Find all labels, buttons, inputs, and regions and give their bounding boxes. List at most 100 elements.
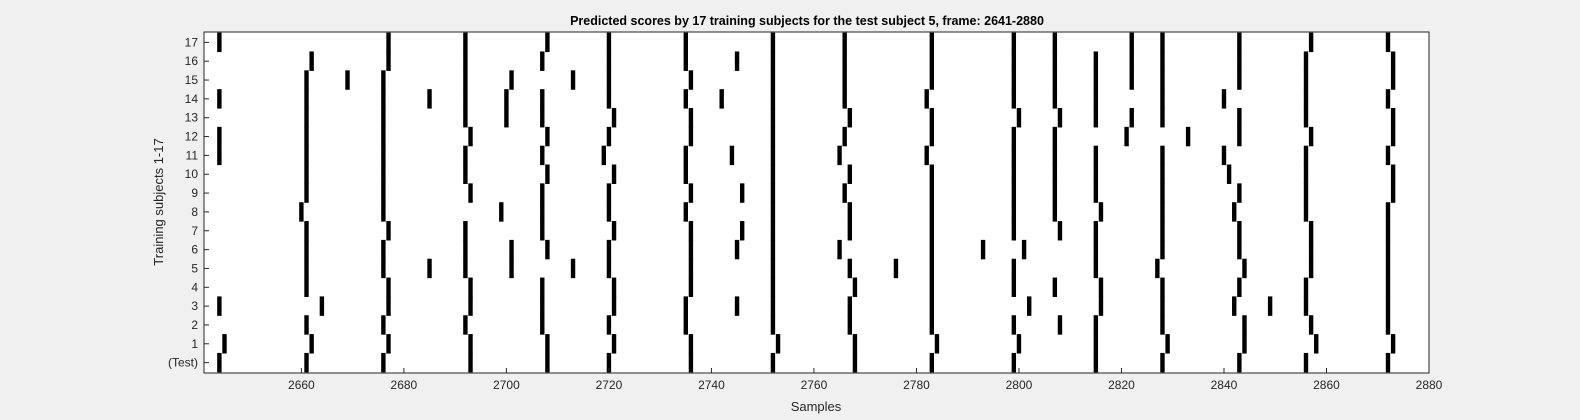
spike-mark	[1303, 164, 1309, 184]
spike-mark	[217, 296, 222, 316]
spike-mark	[217, 126, 222, 147]
y-tick-label: 15	[185, 73, 199, 87]
spike-mark	[1385, 89, 1391, 109]
spike-mark	[688, 70, 694, 90]
x-tick-label: 2840	[1211, 378, 1238, 392]
spike-mark	[842, 183, 847, 203]
spike-mark	[1052, 183, 1058, 203]
spike-mark	[1242, 315, 1247, 335]
spike-mark	[304, 145, 309, 166]
spike-mark	[1052, 51, 1058, 71]
spike-mark	[1160, 202, 1165, 222]
spike-mark	[770, 108, 776, 128]
spike-mark	[1016, 334, 1022, 354]
spike-mark	[683, 145, 688, 166]
spike-mark	[1093, 183, 1099, 203]
spike-mark	[929, 164, 935, 184]
spike-mark	[570, 258, 576, 279]
spike-mark	[770, 315, 776, 335]
spike-mark	[1303, 51, 1309, 71]
spike-mark	[1129, 108, 1134, 128]
spike-mark	[468, 277, 473, 297]
spike-mark	[770, 352, 776, 373]
spike-mark	[852, 277, 858, 297]
y-tick-label: 16	[185, 54, 199, 68]
spike-mark	[509, 239, 514, 260]
y-tick-label: 17	[185, 35, 199, 49]
spike-mark	[463, 315, 468, 335]
spike-mark	[1385, 258, 1391, 279]
spike-mark	[545, 352, 550, 373]
spike-mark	[222, 334, 227, 354]
spike-mark	[1390, 51, 1396, 71]
spike-mark	[606, 51, 612, 71]
spike-mark	[304, 126, 309, 147]
spike-mark	[606, 126, 612, 147]
spike-mark	[1093, 239, 1099, 260]
spike-mark	[381, 145, 386, 166]
y-tick-label: 14	[185, 92, 199, 106]
spike-mark	[770, 32, 776, 53]
spike-mark	[729, 145, 735, 166]
y-tick-label: 7	[191, 224, 198, 238]
x-tick-label: 2800	[1006, 378, 1033, 392]
spike-mark	[934, 334, 940, 354]
y-tick-label: 3	[191, 299, 198, 313]
spike-mark	[770, 126, 776, 147]
spike-mark	[1011, 145, 1017, 166]
spike-mark	[770, 89, 776, 109]
spike-mark	[540, 277, 545, 297]
spike-mark	[1308, 315, 1314, 335]
spike-mark	[1242, 258, 1247, 279]
spike-mark	[345, 70, 350, 90]
spike-mark	[304, 277, 309, 297]
spike-mark	[683, 32, 688, 53]
spike-mark	[1165, 334, 1170, 354]
spike-mark	[304, 315, 309, 335]
spike-mark	[1098, 202, 1104, 222]
y-tick-label: 9	[191, 186, 198, 200]
spike-mark	[683, 164, 688, 184]
spike-mark	[304, 239, 309, 260]
spike-mark	[770, 296, 776, 316]
spike-mark	[1052, 164, 1058, 184]
y-tick-label: 13	[185, 111, 199, 125]
spike-mark	[683, 89, 688, 109]
spike-mark	[386, 32, 391, 53]
spike-mark	[309, 334, 314, 354]
spike-mark	[217, 32, 222, 53]
spike-mark	[468, 296, 473, 316]
spike-mark	[1129, 51, 1134, 71]
spike-mark	[842, 51, 847, 71]
x-axis-label: Samples	[791, 399, 842, 414]
spike-mark	[1093, 89, 1099, 109]
spike-mark	[468, 334, 473, 354]
spike-mark	[611, 164, 617, 184]
spike-mark	[1093, 315, 1099, 335]
spike-mark	[304, 183, 309, 203]
spike-mark	[381, 89, 386, 109]
spike-mark	[217, 89, 222, 109]
spike-mark	[929, 32, 935, 53]
spike-mark	[540, 202, 545, 222]
spike-mark	[1303, 277, 1309, 297]
x-tick-label: 2680	[391, 378, 418, 392]
spike-mark	[1160, 108, 1165, 128]
spike-mark	[463, 145, 468, 166]
spike-mark	[606, 239, 612, 260]
spike-mark	[1385, 296, 1391, 316]
spike-mark	[1390, 164, 1396, 184]
spike-mark	[1160, 221, 1165, 241]
spike-mark	[463, 32, 468, 53]
spike-mark	[545, 239, 550, 260]
x-tick-label: 2880	[1416, 378, 1443, 392]
spike-mark	[1303, 70, 1309, 90]
spike-mark	[386, 51, 391, 71]
spike-mark	[1385, 352, 1391, 373]
spike-mark	[1052, 70, 1058, 90]
spike-mark	[770, 145, 776, 166]
spike-mark	[381, 202, 386, 222]
spike-mark	[611, 277, 617, 297]
spike-mark	[304, 70, 309, 90]
spike-mark	[1314, 334, 1319, 354]
